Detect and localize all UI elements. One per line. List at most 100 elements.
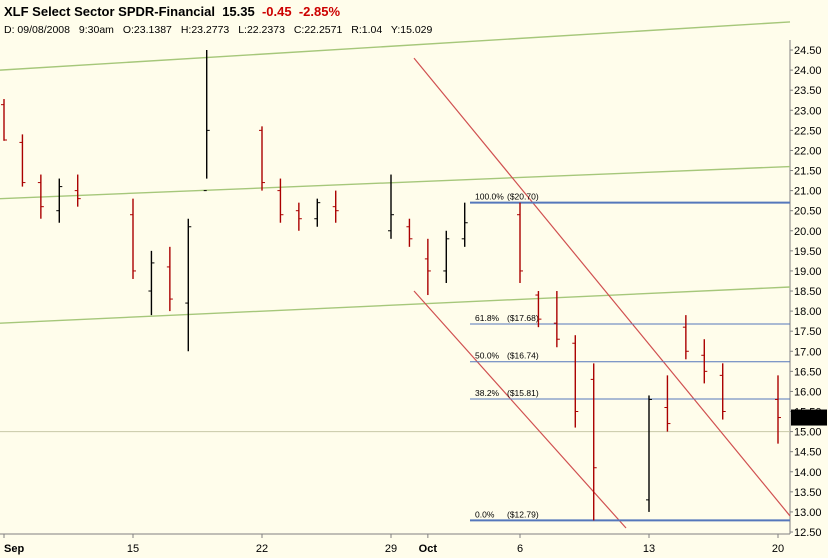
ohlc-bar — [682, 315, 689, 360]
ohlc-bar — [443, 230, 450, 283]
fib-level-percent: 0.0% — [475, 509, 495, 519]
fib-level-price: ($12.79) — [507, 509, 539, 519]
title-line: XLF Select Sector SPDR-Financial 15.35 -… — [4, 4, 340, 19]
fib-level-price: ($20.70) — [507, 192, 539, 202]
y-tick-label: 19.00 — [794, 266, 822, 278]
ohlc-bar — [185, 218, 192, 352]
ohlc-bar — [517, 202, 523, 283]
price-change-pct: -2.85% — [298, 4, 341, 19]
y-tick-label: 18.00 — [794, 306, 822, 318]
ohlc-bar — [719, 363, 726, 420]
y-tick-label: 22.00 — [794, 145, 822, 157]
ohlc-bar — [1, 99, 7, 141]
ohlc-bar — [646, 395, 652, 512]
symbol-title: XLF Select Sector SPDR-Financial — [4, 4, 215, 19]
ohlc-bar — [388, 174, 394, 239]
ohlc-bar — [19, 134, 26, 187]
ohlc-bar — [664, 375, 671, 432]
red-channel-line[interactable] — [413, 57, 791, 517]
x-tick-label: 22 — [256, 543, 268, 555]
x-tick-label: 20 — [772, 543, 784, 555]
ohlc-bar — [590, 363, 597, 521]
y-tick-label: 24.50 — [794, 45, 822, 57]
x-tick-label: 13 — [643, 543, 655, 555]
green-channel-line[interactable] — [0, 21, 791, 71]
y-tick-label: 21.00 — [794, 186, 822, 198]
ratio-readout: R:1.04 — [351, 24, 383, 36]
trend-lines[interactable] — [0, 21, 791, 529]
y-tick-label: 16.50 — [794, 366, 822, 378]
y-tick-label: 20.50 — [794, 206, 822, 218]
y-tick-label: 20.00 — [794, 226, 822, 238]
x-tick-label: Oct — [419, 543, 438, 555]
ohlc-bar — [74, 174, 81, 207]
ohlc-bar — [424, 238, 431, 296]
y-tick-label: 23.00 — [794, 105, 822, 117]
x-tick-label: Sep — [4, 543, 24, 555]
y-tick-label: 19.50 — [794, 246, 822, 258]
y-tick-label: 18.50 — [794, 286, 822, 298]
x-tick-label: 29 — [385, 543, 397, 555]
y-tick-label: 24.00 — [794, 65, 822, 77]
price-change: -0.45 — [261, 4, 292, 19]
chart-header: XLF Select Sector SPDR-Financial 15.35 -… — [0, 0, 828, 38]
ohlc-bar — [553, 291, 560, 348]
ohlc-readout: D: 09/08/2008 9:30am O:23.1387 H:23.2773… — [4, 24, 438, 36]
fib-level-price: ($15.81) — [507, 388, 539, 398]
y-tick-label: 14.00 — [794, 467, 822, 479]
y-tick-label: 17.00 — [794, 346, 822, 358]
ohlc-bar — [314, 198, 321, 227]
red-channel-line[interactable] — [413, 290, 627, 529]
green-channel-line[interactable] — [0, 286, 791, 324]
x-tick-label: 6 — [517, 543, 523, 555]
ohlc-bar — [259, 126, 265, 191]
y-tick-label: 16.00 — [794, 386, 822, 398]
date-axis: Sep 15 22 29 Oct 6 13 20 — [3, 534, 784, 555]
fib-level-percent: 38.2% — [475, 388, 500, 398]
price-axis: 12.5013.0013.5014.0014.5015.0015.5016.00… — [790, 45, 827, 539]
ohlc-bar — [461, 202, 468, 247]
fib-level-price: ($17.68) — [507, 313, 539, 323]
ohlc-bar — [56, 178, 63, 223]
fibonacci-retracement[interactable]: 100.0% ($20.70) 61.8% ($17.68) 50.0% ($16.74)… — [470, 192, 790, 522]
date-readout: D: 09/08/2008 — [4, 24, 70, 36]
fib-level-price: ($16.74) — [507, 351, 539, 361]
x-tick-label: 15 — [127, 543, 139, 555]
close-readout: C:22.2571 — [293, 24, 343, 36]
fib-level-percent: 50.0% — [475, 351, 500, 361]
green-channel-line[interactable] — [0, 165, 791, 200]
ohlc-bar — [332, 190, 339, 223]
y-tick-label: 17.50 — [794, 326, 822, 338]
ohlc-bar — [701, 339, 708, 384]
last-price-badge-label: 15.35 — [794, 414, 822, 426]
ohlc-bar — [775, 375, 781, 444]
open-readout: O:23.1387 — [122, 24, 172, 36]
y-tick-label: 22.50 — [794, 125, 822, 137]
ohlc-bars — [1, 50, 781, 521]
y-tick-label: 14.50 — [794, 447, 822, 459]
last-price-badge — [791, 409, 827, 426]
time-readout: 9:30am — [78, 24, 114, 36]
low-readout: L:22.2373 — [238, 24, 285, 36]
ohlc-bar — [572, 335, 579, 428]
y-tick-label: 21.50 — [794, 166, 822, 178]
fib-level-percent: 61.8% — [475, 313, 500, 323]
ohlc-bar — [148, 250, 155, 316]
ohlc-bar — [535, 291, 542, 328]
ohlc-bar — [203, 50, 210, 192]
y-tick-label: 15.00 — [794, 427, 822, 439]
ohlc-bar — [130, 198, 136, 279]
ohlc-bar — [295, 202, 302, 231]
ohlc-bar — [406, 218, 413, 247]
y-tick-label: 13.50 — [794, 487, 822, 499]
plot-frame — [0, 40, 791, 535]
last-price: 15.35 — [222, 4, 255, 19]
ohlc-bar — [37, 174, 44, 219]
ohlc-bar — [277, 178, 284, 223]
y-readout: Y:15.029 — [390, 24, 433, 36]
y-tick-label: 23.50 — [794, 85, 822, 97]
y-tick-label: 12.50 — [794, 527, 822, 539]
ohlc-bar — [166, 246, 173, 312]
y-tick-label: 13.00 — [794, 507, 822, 519]
